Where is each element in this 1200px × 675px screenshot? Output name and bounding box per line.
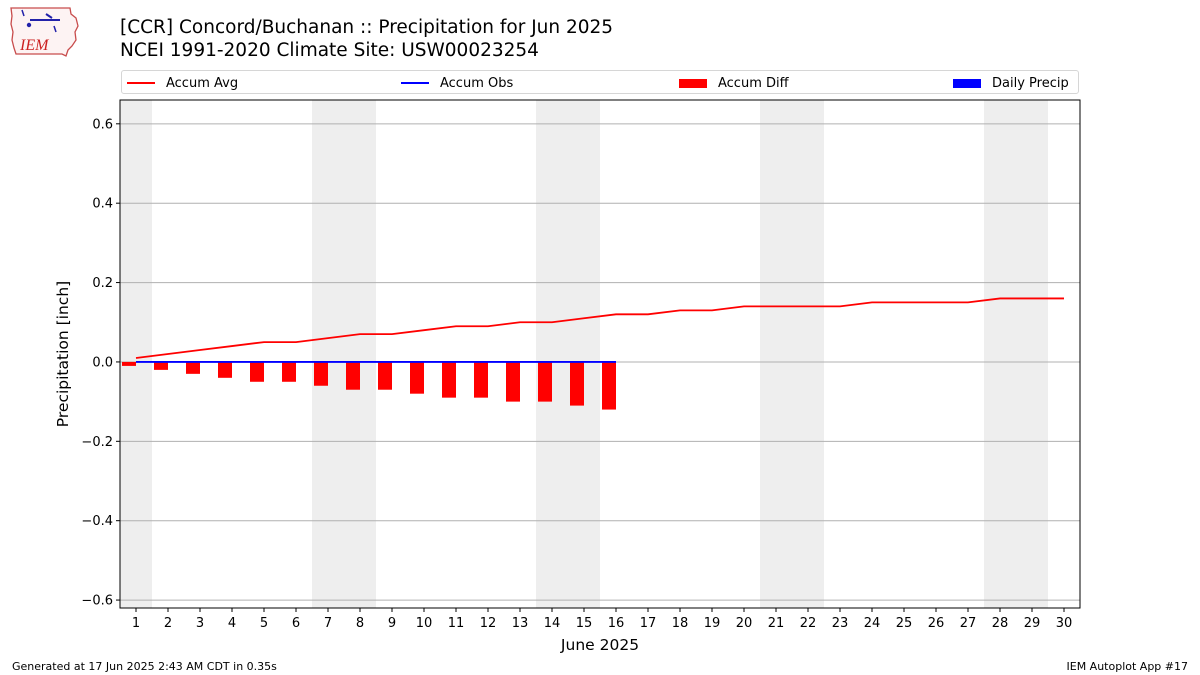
weekend-shade	[1016, 100, 1048, 608]
x-tick-label: 11	[448, 616, 465, 631]
accum-diff-bar	[122, 361, 136, 366]
legend-swatch-accum-obs	[401, 82, 429, 84]
app-credit: IEM Autoplot App #17	[1066, 660, 1189, 673]
chart-legend: Accum Avg Accum Obs Accum Diff Daily Pre…	[121, 70, 1079, 94]
x-tick-label: 17	[640, 616, 657, 631]
x-tick-label: 9	[388, 616, 396, 631]
legend-label-accum-obs: Accum Obs	[440, 75, 514, 91]
accum-diff-bar	[314, 361, 328, 386]
y-tick-label: −0.2	[81, 435, 113, 450]
x-tick-label: 28	[992, 616, 1009, 631]
x-tick-label: 4	[228, 616, 236, 631]
accum-diff-bar	[442, 361, 456, 398]
y-tick-label: −0.4	[81, 514, 113, 529]
y-tick-label: −0.6	[81, 594, 113, 609]
x-tick-label: 6	[292, 616, 300, 631]
iem-logo: IEM	[10, 7, 79, 57]
x-tick-label: 8	[356, 616, 364, 631]
weekend-shade	[120, 100, 152, 608]
accum-diff-bar	[474, 361, 488, 398]
x-tick-label: 13	[512, 616, 529, 631]
x-tick-label: 7	[324, 616, 332, 631]
accum-diff-bar	[186, 361, 200, 374]
accum-diff-bar	[538, 361, 552, 402]
chart-title: [CCR] Concord/Buchanan :: Precipitation …	[120, 17, 614, 38]
x-tick-label: 29	[1024, 616, 1041, 631]
accum-diff-bar	[506, 361, 520, 402]
accum-diff-bar	[250, 361, 264, 382]
x-tick-label: 3	[196, 616, 204, 631]
legend-item-accum-obs: Accum Obs	[401, 71, 513, 95]
legend-item-daily-precip: Daily Precip	[953, 71, 1069, 95]
x-tick-label: 2	[164, 616, 172, 631]
accum-diff-bar	[282, 361, 296, 382]
x-tick-label: 15	[576, 616, 593, 631]
generated-timestamp: Generated at 17 Jun 2025 2:43 AM CDT in …	[12, 660, 277, 673]
logo-text: IEM	[19, 37, 50, 54]
y-tick-label: 0.6	[92, 117, 113, 132]
legend-swatch-accum-diff	[679, 78, 707, 88]
legend-swatch-daily-precip	[953, 78, 981, 88]
y-tick-label: 0.4	[92, 197, 113, 212]
accum-diff-bar	[218, 361, 232, 378]
weekend-shade	[536, 100, 568, 608]
x-tick-label: 12	[480, 616, 497, 631]
plot-frame	[119, 99, 1081, 609]
y-tick-label: 0.2	[92, 276, 113, 291]
x-tick-label: 26	[928, 616, 945, 631]
chart-subtitle: NCEI 1991-2020 Climate Site: USW00023254	[120, 40, 539, 61]
x-tick-label: 24	[864, 616, 881, 631]
x-tick-label: 23	[832, 616, 849, 631]
weekend-shade	[984, 100, 1016, 608]
x-axis-label: June 2025	[560, 636, 639, 654]
accum-diff-bar	[602, 361, 616, 410]
legend-swatch-accum-avg	[127, 82, 155, 84]
weekend-shade	[568, 100, 600, 608]
x-tick-label: 27	[960, 616, 977, 631]
x-tick-label: 5	[260, 616, 268, 631]
accum-diff-bar	[570, 361, 584, 406]
accum-diff-bar	[346, 361, 360, 390]
weekend-shade	[792, 100, 824, 608]
x-tick-label: 18	[672, 616, 689, 631]
x-tick-label: 20	[736, 616, 753, 631]
legend-label-accum-diff: Accum Diff	[718, 75, 789, 91]
x-tick-label: 22	[800, 616, 817, 631]
x-tick-label: 21	[768, 616, 785, 631]
x-tick-label: 25	[896, 616, 913, 631]
legend-item-accum-diff: Accum Diff	[679, 71, 789, 95]
weekend-shade	[760, 100, 792, 608]
y-axis-label: Precipitation [inch]	[54, 281, 72, 427]
x-tick-label: 19	[704, 616, 721, 631]
weekend-shade	[344, 100, 376, 608]
y-tick-label: 0.0	[92, 355, 113, 370]
x-tick-label: 1	[132, 616, 140, 631]
x-tick-label: 14	[544, 616, 561, 631]
x-tick-label: 30	[1056, 616, 1073, 631]
accum-diff-bar	[378, 361, 392, 390]
accum-avg-line	[135, 297, 1064, 359]
legend-label-daily-precip: Daily Precip	[992, 75, 1069, 91]
x-tick-label: 10	[416, 616, 433, 631]
legend-item-accum-avg: Accum Avg	[127, 71, 238, 95]
legend-label-accum-avg: Accum Avg	[166, 75, 239, 91]
weekend-shade	[312, 100, 344, 608]
accum-diff-bar	[410, 361, 424, 394]
x-tick-label: 16	[608, 616, 625, 631]
accum-diff-bar	[154, 361, 168, 370]
